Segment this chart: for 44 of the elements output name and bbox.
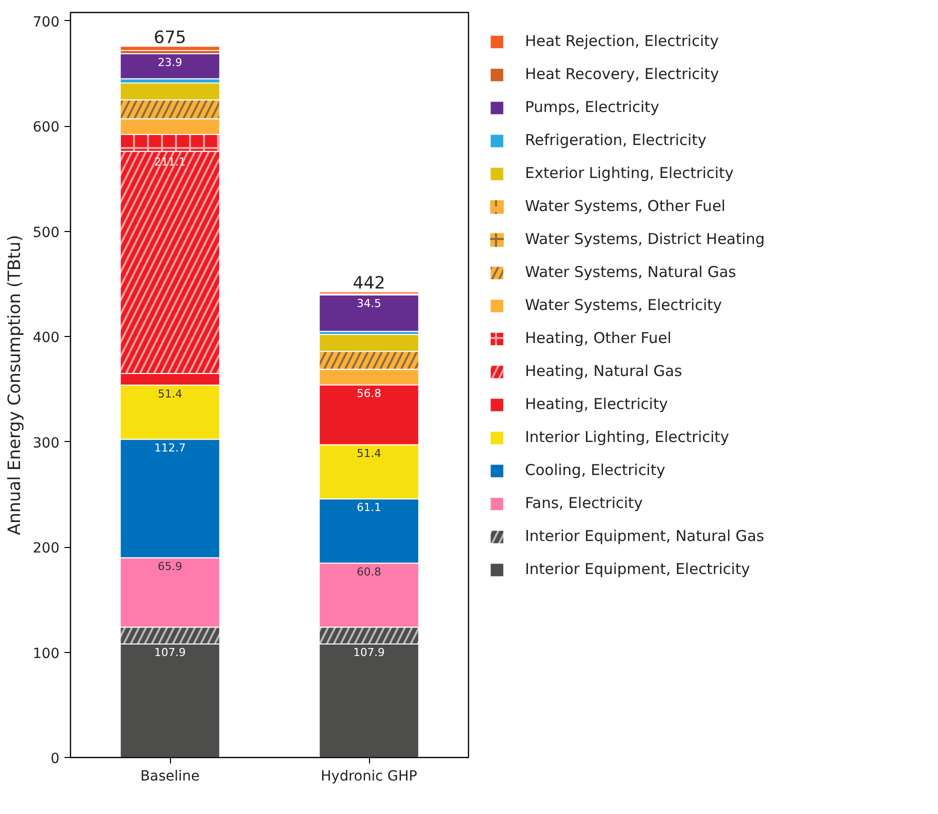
x-tick-label: Hydronic GHP — [320, 768, 418, 784]
legend-label: Heat Recovery, Electricity — [525, 65, 719, 83]
legend-label: Heating, Other Fuel — [525, 329, 672, 347]
data-label: 23.9 — [158, 56, 182, 69]
y-tick-label: 100 — [32, 646, 60, 662]
bar — [120, 53, 220, 80]
legend-label: Interior Lighting, Electricity — [525, 428, 730, 446]
legend-label: Fans, Electricity — [525, 494, 643, 512]
data-label: 112.7 — [154, 441, 186, 454]
legend-label: Interior Equipment, Natural Gas — [525, 527, 764, 545]
legend-label: Water Systems, Natural Gas — [525, 263, 736, 281]
legend-label: Heating, Electricity — [525, 395, 668, 413]
bar — [120, 46, 220, 51]
legend-label: Refrigeration, Electricity — [525, 131, 706, 149]
y-tick-label: 0 — [50, 751, 60, 767]
x-tick-label: Baseline — [140, 768, 200, 784]
total-label: 675 — [154, 28, 186, 48]
data-label: 65.9 — [158, 560, 182, 573]
legend-label: Water Systems, Electricity — [525, 296, 722, 314]
y-tick-label: 500 — [32, 224, 60, 241]
y-tick-label: 200 — [32, 540, 60, 557]
data-label: 51.4 — [158, 387, 182, 400]
data-label: 60.8 — [356, 565, 382, 578]
data-label: 34.5 — [356, 297, 382, 310]
legend-label: Heat Rejection, Electricity — [525, 32, 719, 50]
legend-label: Pumps, Electricity — [525, 98, 660, 116]
y-axis-title: Annual Energy Consumption (TBtu) — [4, 234, 25, 536]
legend-label: Cooling, Electricity — [525, 461, 666, 479]
legend-label: Exterior Lighting, Electricity — [525, 164, 734, 182]
legend-label: Heating, Natural Gas — [525, 362, 682, 380]
data-label: 61.1 — [356, 501, 382, 514]
legend-label: Interior Equipment, Electricity — [525, 560, 750, 578]
y-tick-label: 300 — [32, 435, 60, 452]
data-label: 56.8 — [356, 387, 382, 400]
data-label: 107.9 — [154, 646, 186, 660]
y-tick-label: 400 — [32, 330, 60, 346]
bar — [318, 294, 420, 332]
legend-label: Water Systems, Other Fuel — [525, 197, 726, 215]
data-label: 107.9 — [353, 646, 385, 660]
legend-label: Water Systems, District Heating — [525, 230, 765, 248]
y-tick-label: 700 — [32, 14, 60, 30]
total-label: 442 — [352, 274, 386, 294]
y-tick-label: 600 — [32, 120, 60, 136]
data-label: 51.4 — [356, 446, 382, 460]
